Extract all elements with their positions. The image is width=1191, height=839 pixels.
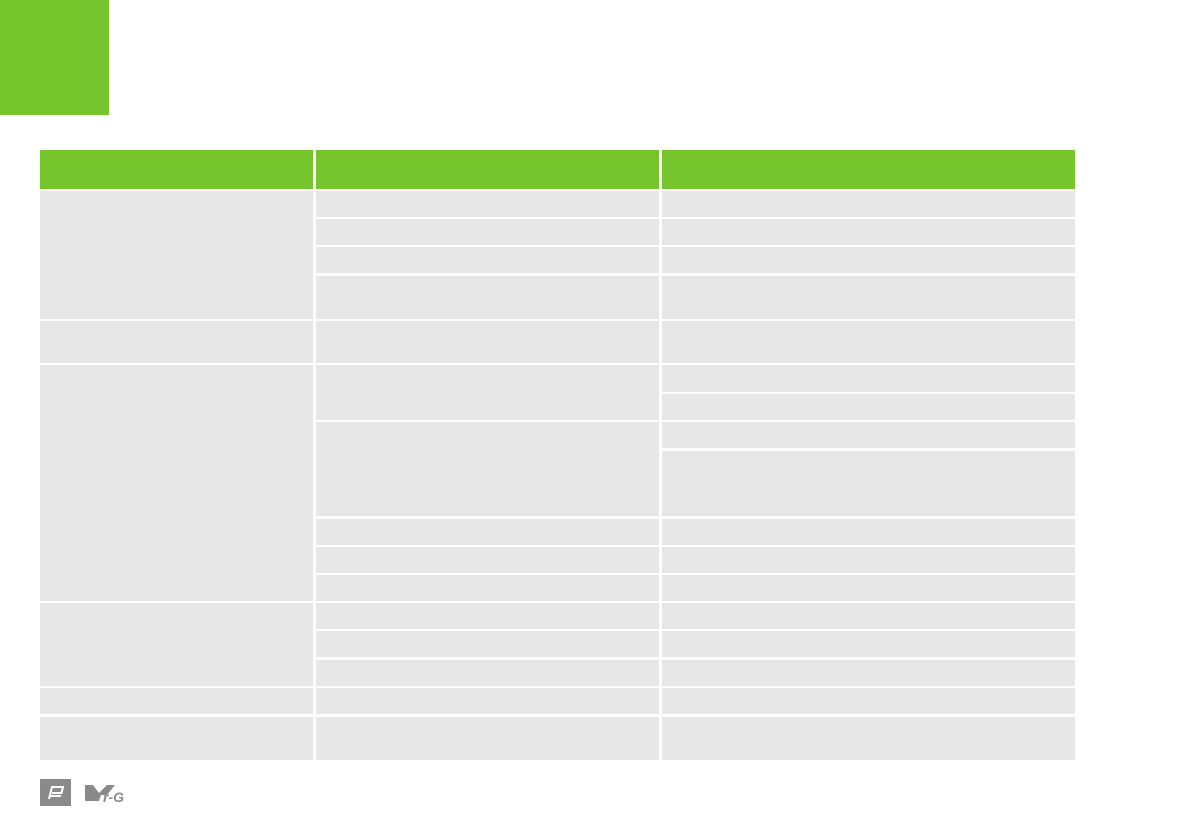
- table-cell: [316, 276, 659, 319]
- table-cell: [316, 603, 659, 629]
- table-cell: [662, 422, 1075, 448]
- table-cell: [316, 321, 659, 363]
- table-cell: [662, 519, 1075, 545]
- table-cell: [662, 717, 1075, 760]
- table-cell: [662, 321, 1075, 363]
- ymg-logo-icon: r-G: [85, 785, 124, 805]
- table-cell: [316, 575, 659, 601]
- table-cell: [316, 660, 659, 686]
- green-corner-block: [0, 0, 109, 115]
- table-cell: [662, 365, 1075, 392]
- table-cell: [40, 603, 313, 686]
- table-cell: [40, 191, 313, 319]
- table-cell: [40, 321, 313, 363]
- table-cell: [316, 247, 659, 273]
- table-cell: [662, 219, 1075, 245]
- table-cell: [316, 519, 659, 545]
- table-cell: [316, 365, 659, 420]
- table-cell: [40, 717, 313, 760]
- table-cell: [662, 603, 1075, 629]
- table-cell: [662, 660, 1075, 686]
- table-cell: [662, 547, 1075, 573]
- table-cell: [316, 191, 659, 217]
- table-cell: [316, 631, 659, 657]
- table-cell: [662, 631, 1075, 657]
- table-cell: [316, 688, 659, 714]
- table-cell: [316, 219, 659, 245]
- e-logo-icon: [40, 779, 71, 806]
- table-cell: [316, 717, 659, 760]
- table-cell: [662, 575, 1075, 601]
- table-cell: [662, 247, 1075, 273]
- svg-text:r-G: r-G: [103, 789, 124, 805]
- table-cell: [662, 688, 1075, 714]
- table-cell: [316, 422, 659, 516]
- table-cell: [662, 191, 1075, 217]
- table-cell: [40, 365, 313, 601]
- header-cell-2: [316, 150, 659, 189]
- table-cell: [316, 547, 659, 573]
- header-cell-3: [662, 150, 1075, 189]
- table-cell: [662, 276, 1075, 319]
- table-cell: [662, 451, 1075, 516]
- table-cell: [662, 394, 1075, 420]
- header-cell-1: [40, 150, 313, 189]
- table-cell: [40, 688, 313, 714]
